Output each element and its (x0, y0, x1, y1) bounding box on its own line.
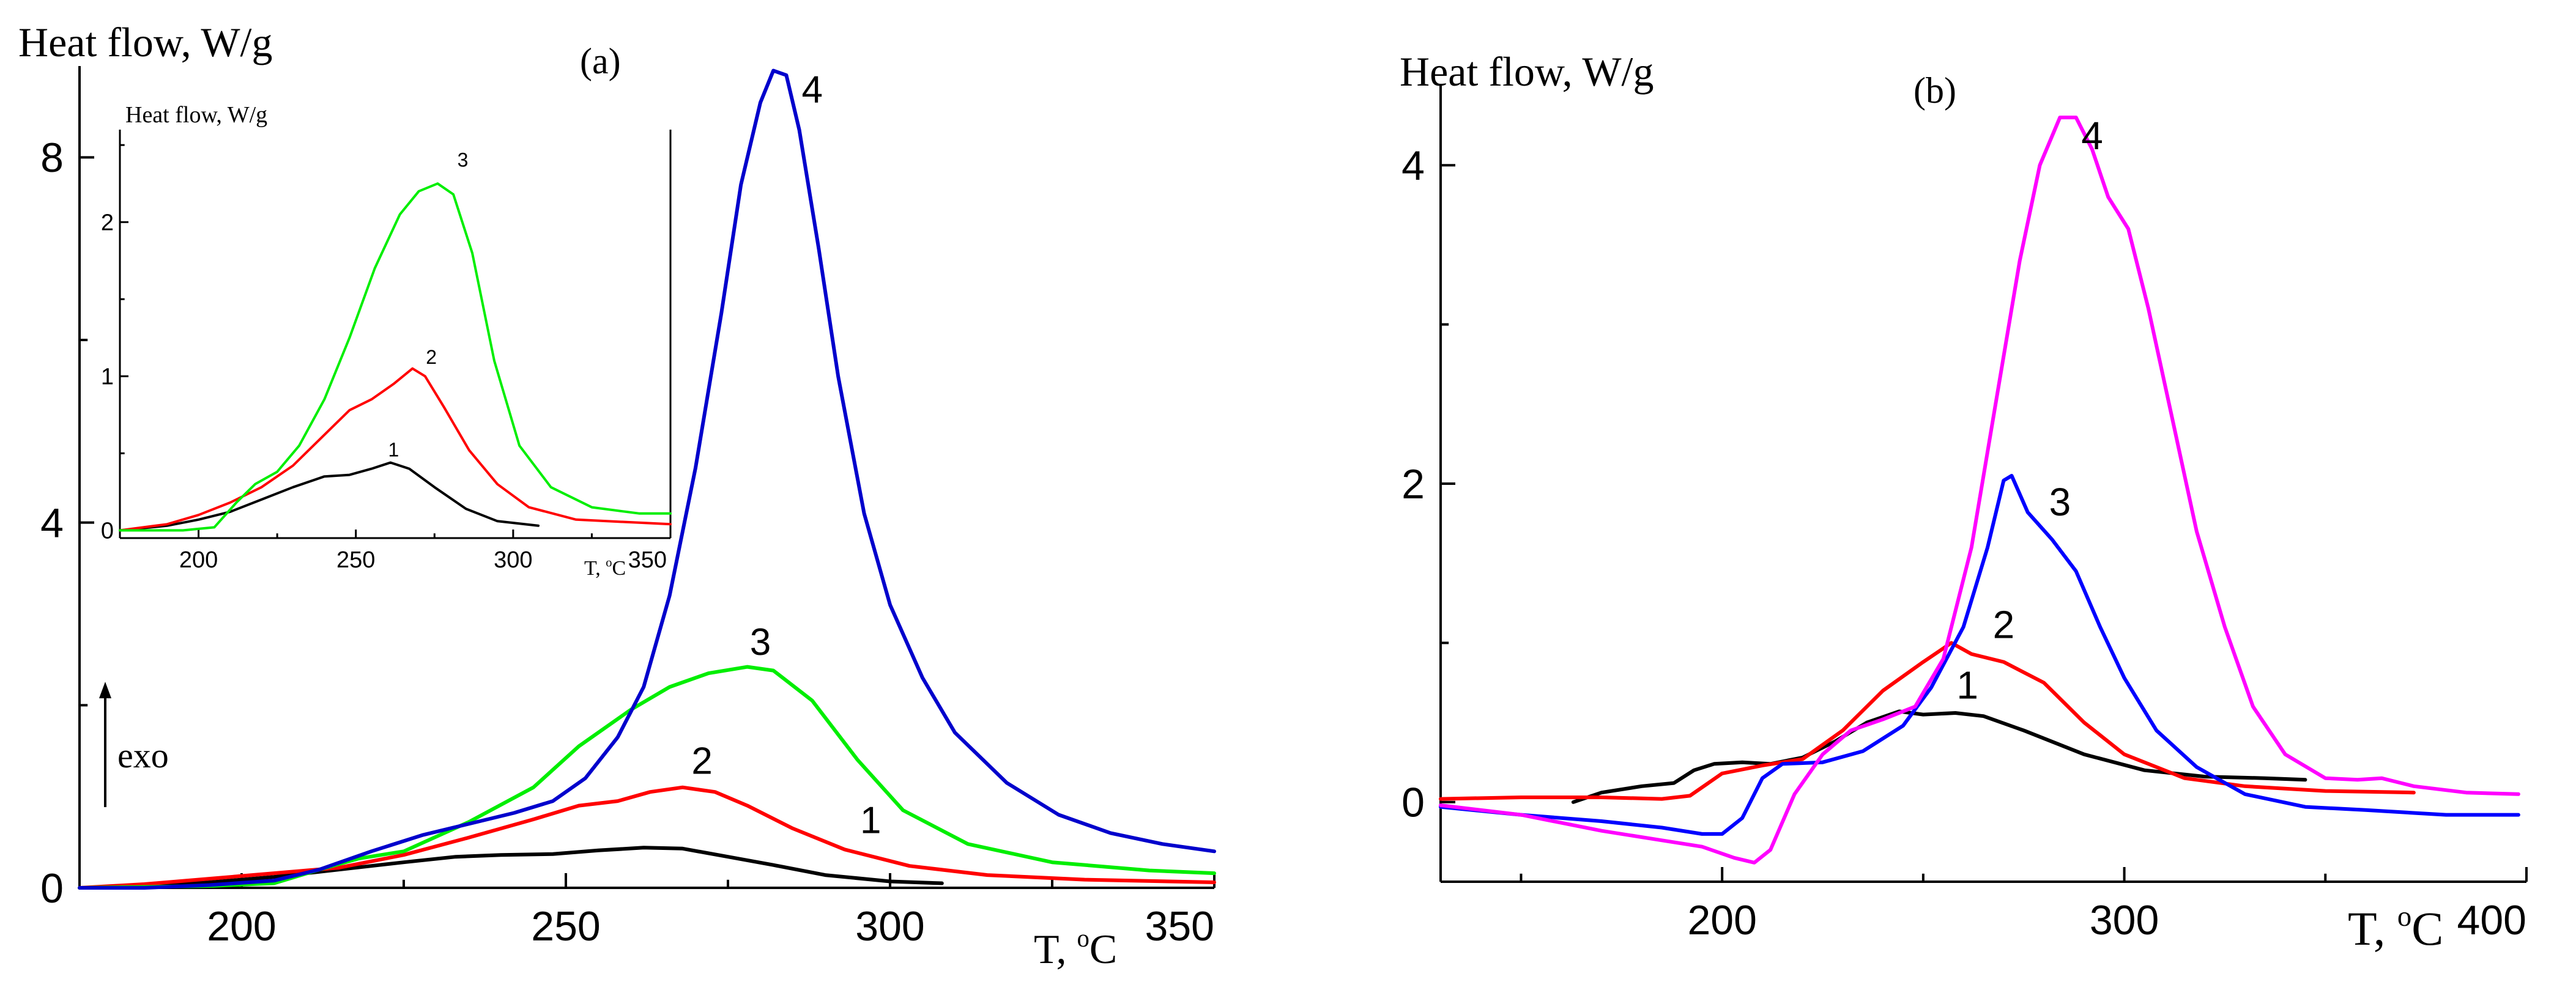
panel-a-series-label-2: 2 (691, 740, 712, 782)
inset-x-axis-title: T, oC (584, 556, 626, 580)
panel-b-y-tick-label: 2 (1401, 461, 1425, 508)
panel-a-y-tick-label: 0 (40, 865, 64, 912)
panel-b-series-label-4: 4 (2081, 114, 2103, 158)
panel-b-series-line-3 (1439, 474, 2520, 836)
panel-b-x-tick-label: 300 (2090, 897, 2159, 943)
panel-b-x-axis-title-sup: o (2397, 901, 2411, 932)
panel-b-series-label-3: 3 (2049, 480, 2071, 524)
panel-a-y-axis-title: Heat flow, W/g (18, 19, 272, 65)
panel-a-x-tick-label: 300 (855, 903, 924, 950)
panel-b-x-end-tick-label: 400 (2457, 897, 2526, 943)
panel-b-series-label-1: 1 (1956, 663, 1978, 707)
panel-b-x-axis-title-suffix: C (2411, 902, 2443, 955)
inset-y-axis-title: Heat flow, W/g (125, 102, 267, 128)
panel-a-x-tick-label: 200 (207, 903, 276, 950)
panel-a-x-end-tick-label: 350 (1145, 903, 1214, 950)
panel-b-series-label-2: 2 (1993, 603, 2015, 647)
exo-label: exo (117, 736, 169, 775)
panel-a-y-tick-label: 8 (40, 135, 64, 181)
panel-b-axes: 200 300 400 0 2 4 T, oC (1401, 86, 2528, 955)
inset-series-label-2: 2 (426, 346, 437, 368)
panel-b-y-tick-label: 0 (1401, 780, 1425, 826)
panel-b-y-tick-label: 4 (1401, 142, 1425, 189)
panel-b-label: (b) (1913, 70, 1956, 111)
panel-a-series-line-2 (78, 785, 1216, 890)
inset-x-end-tick-label: 350 (628, 547, 667, 573)
panel-a-series-line-4 (78, 68, 1216, 890)
inset-series-line-1 (119, 461, 540, 532)
inset-series-label-1: 1 (388, 438, 399, 460)
inset-x-axis-title-suffix: C (612, 557, 626, 580)
inset-y-tick-label: 2 (101, 210, 114, 236)
panel-a-series: 1 2 3 4 (78, 68, 1216, 890)
inset-background (120, 130, 670, 533)
panel-b-series-line-4 (1439, 116, 2520, 865)
panel-a-x-tick-label: 250 (531, 903, 600, 950)
panel-a-series-label-4: 4 (802, 69, 823, 111)
panel-b-x-tick-label: 200 (1687, 897, 1756, 943)
inset-x-tick-label: 300 (494, 547, 532, 573)
panel-b-series: 12 3 4 (1439, 114, 2520, 865)
panel-b-x-axis-title: T, oC (2348, 901, 2443, 955)
exo-arrow-head-icon (99, 682, 111, 698)
inset-series-line-3 (119, 182, 672, 532)
inset-y-tick-label: 1 (101, 364, 114, 390)
panel-a-series-line-3 (78, 665, 1216, 890)
inset-series-line-2 (119, 367, 672, 532)
inset-series: 1 2 3 (119, 149, 672, 532)
inset-x-axis-title-sup: o (606, 556, 612, 569)
panel-b-y-axis-title: Heat flow, W/g (1400, 48, 1654, 95)
exo-annotation: exo (99, 682, 169, 807)
panel-a-y-tick-label: 4 (40, 500, 64, 546)
panel-a-series-label-3: 3 (750, 621, 771, 663)
panel-a-x-axis-title-prefix: T, (1034, 926, 1077, 972)
panel-a-x-axis-title: T, oC (1034, 925, 1117, 972)
inset-x-tick-label: 200 (179, 547, 218, 573)
inset-x-tick-label: 250 (336, 547, 375, 573)
panel-a-x-axis-title-sup: o (1077, 925, 1089, 952)
inset-y-tick-label: 0 (101, 519, 114, 544)
panel-a-inset-chart: Heat flow, W/g 200 250 300 350 0 1 2 T, oC 1 2 3 (101, 102, 672, 580)
inset-series-label-3: 3 (458, 149, 469, 171)
panel-b-x-axis-title-prefix: T, (2348, 902, 2397, 955)
panel-b-series-line-2 (1439, 641, 2416, 801)
inset-axes: 200 250 300 350 0 1 2 T, oC (101, 130, 672, 580)
panel-b-series-line-1 (1571, 709, 2307, 804)
panel-a-series-label-1: 1 (860, 799, 881, 841)
panel-a-x-axis-title-suffix: C (1089, 926, 1117, 972)
inset-x-axis-title-prefix: T, (584, 557, 606, 580)
panel-a-label: (a) (580, 41, 621, 81)
